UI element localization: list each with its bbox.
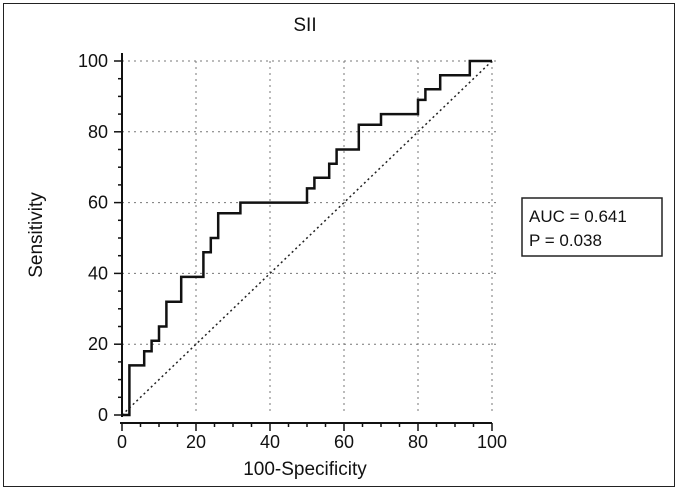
p-value-label: P = 0.038 (529, 231, 602, 250)
y-tick-label-0: 0 (98, 405, 108, 425)
y-tick-label-60: 60 (88, 193, 108, 213)
x-axis-title: 100-Specificity (243, 459, 367, 480)
reference-layer (121, 60, 493, 416)
x-tick-label-80: 80 (408, 432, 428, 452)
chart-title: SII (293, 15, 316, 36)
x-tick-label-100: 100 (477, 432, 507, 452)
x-tick-label-20: 20 (186, 432, 206, 452)
y-tick-label-20: 20 (88, 334, 108, 354)
legend-border (521, 197, 663, 257)
x-tick-label-60: 60 (334, 432, 354, 452)
grid (122, 60, 500, 415)
y-tick-label-80: 80 (88, 122, 108, 142)
tick-labels: 0 20 40 60 80 100 0 20 40 60 80 100 (78, 51, 507, 452)
reference-diagonal-line (121, 60, 493, 416)
auc-label: AUC = 0.641 (529, 207, 627, 226)
x-tick-label-0: 0 (117, 432, 127, 452)
y-axis-title: Sensitivity (26, 192, 47, 278)
x-tick-label-40: 40 (260, 432, 280, 452)
axes (114, 53, 493, 431)
curve-layer (122, 59, 492, 417)
chart-frame: 0 20 40 60 80 100 0 20 40 60 80 100 SII 100-Specifi… (3, 3, 675, 487)
y-tick-label-100: 100 (78, 51, 108, 71)
y-tick-label-40: 40 (88, 263, 108, 283)
roc-curve-line (122, 59, 492, 417)
roc-chart: 0 20 40 60 80 100 0 20 40 60 80 100 SII 100-Specifi… (26, 15, 663, 480)
auc-legend-box: AUC = 0.641 P = 0.038 (521, 197, 663, 257)
